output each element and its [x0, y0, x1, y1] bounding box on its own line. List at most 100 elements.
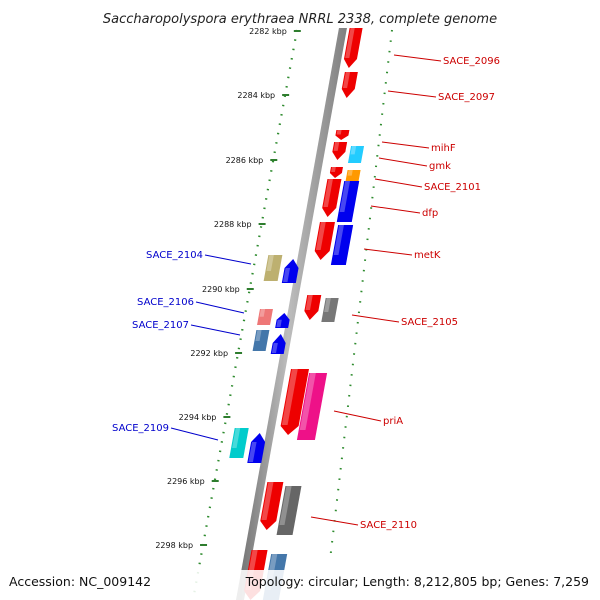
gene-feature — [247, 433, 266, 463]
gene-highlight — [276, 319, 282, 327]
label-leader-line — [351, 314, 400, 323]
gene-feature — [263, 255, 283, 281]
scale-label: 2282 kbp — [249, 27, 287, 36]
accession-text: Accession: NC_009142 — [9, 574, 151, 589]
gene-shape — [345, 170, 361, 182]
gene-feature — [252, 330, 270, 351]
gene-shape — [270, 334, 286, 354]
gene-highlight — [347, 170, 353, 176]
scale-label: 2284 kbp — [237, 91, 275, 100]
gene-highlight — [323, 179, 333, 207]
gene-label[interactable]: SACE_2105 — [401, 317, 458, 328]
gene-highlight — [279, 486, 292, 525]
gene-label[interactable]: SACE_2096 — [443, 56, 500, 67]
gene-shape — [322, 179, 342, 217]
label-leader-line — [333, 410, 382, 422]
gene-shape — [336, 181, 360, 222]
scale-label: 2288 kbp — [214, 220, 252, 229]
gene-highlight — [261, 482, 274, 520]
map-title: Saccharopolyspora erythraea NRRL 2338, c… — [103, 12, 497, 27]
gene-shape — [335, 130, 350, 140]
gene-feature — [280, 369, 309, 435]
gene-feature — [330, 225, 354, 265]
gene-label[interactable]: mihF — [431, 143, 456, 154]
label-leader-line — [370, 205, 421, 214]
gene-highlight — [336, 130, 342, 135]
gene-label[interactable]: metK — [414, 250, 441, 261]
gene-shape — [257, 309, 273, 325]
gene-feature — [270, 334, 286, 354]
scale-label: 2296 kbp — [167, 477, 205, 486]
gene-shape — [252, 330, 270, 351]
gene-label[interactable]: SACE_2107 — [132, 320, 189, 331]
gene-feature — [276, 486, 302, 535]
gene-highlight — [350, 146, 357, 155]
gene-highlight — [324, 298, 331, 312]
label-leader-line — [195, 301, 245, 314]
gene-feature — [296, 373, 328, 440]
gene-feature — [322, 179, 342, 217]
gene-features — [229, 0, 368, 600]
scale-label: 2286 kbp — [226, 156, 264, 165]
gene-feature — [336, 181, 360, 222]
label-leader-line — [363, 248, 413, 256]
gene-label[interactable]: dfp — [422, 208, 438, 219]
label-leader-line — [381, 141, 430, 149]
gene-label[interactable]: priA — [383, 416, 403, 427]
scale-label: 2294 kbp — [179, 413, 217, 422]
label-leader-line — [387, 90, 437, 98]
label-leader-line — [190, 324, 241, 336]
scale-ticks — [200, 30, 301, 546]
gene-shape — [329, 167, 343, 178]
label-leader-lines — [170, 54, 442, 526]
gene-shape — [347, 146, 365, 163]
backbone-band — [236, 0, 352, 600]
gene-feature — [257, 309, 273, 325]
gene-label[interactable]: SACE_2106 — [137, 297, 194, 308]
scale-labels: 2282 kbp 2284 kbp 2286 kbp 2288 kbp 2290 kbp… — [155, 27, 286, 550]
gene-shape — [321, 298, 339, 322]
label-leader-line — [310, 516, 359, 526]
gene-feature — [345, 170, 361, 182]
gene-label[interactable]: gmk — [429, 161, 451, 172]
gene-shape — [247, 433, 266, 463]
gene-highlight — [255, 330, 262, 341]
gene-shape — [330, 225, 354, 265]
scale-label: 2290 kbp — [202, 285, 240, 294]
gene-highlight — [339, 181, 351, 212]
gene-shape — [332, 142, 348, 160]
genome-summary-text: Topology: circular; Length: 8,212,805 bp… — [245, 574, 589, 589]
gene-label[interactable]: SACE_2097 — [438, 92, 495, 103]
gene-label[interactable]: SACE_2104 — [146, 250, 203, 261]
gene-feature — [314, 222, 335, 260]
gene-feature — [332, 142, 348, 160]
gene-feature — [341, 72, 358, 98]
label-leader-line — [170, 427, 219, 441]
gene-feature — [275, 313, 290, 328]
gene-shape — [275, 313, 290, 328]
gene-highlight — [333, 225, 344, 255]
gene-label[interactable]: SACE_2110 — [360, 520, 417, 531]
gene-highlight — [342, 72, 351, 88]
gene-feature — [329, 167, 343, 178]
gene-label[interactable]: SACE_2109 — [112, 423, 169, 434]
gene-feature — [260, 482, 284, 530]
gene-highlight — [266, 255, 274, 271]
gene-shape — [314, 222, 335, 260]
gene-feature — [347, 146, 365, 163]
gene-shape — [260, 482, 284, 530]
gene-highlight — [331, 167, 336, 173]
gene-highlight — [333, 142, 340, 151]
gene-feature — [281, 259, 299, 283]
label-leader-line — [393, 54, 442, 62]
genome-backbone — [236, 0, 352, 600]
gene-shape — [280, 369, 309, 435]
gene-label[interactable]: SACE_2101 — [424, 182, 481, 193]
gene-shape — [263, 255, 283, 281]
gene-feature — [335, 130, 350, 140]
gene-highlight — [281, 369, 298, 425]
gene-shape — [281, 259, 299, 283]
gene-feature — [321, 298, 339, 322]
